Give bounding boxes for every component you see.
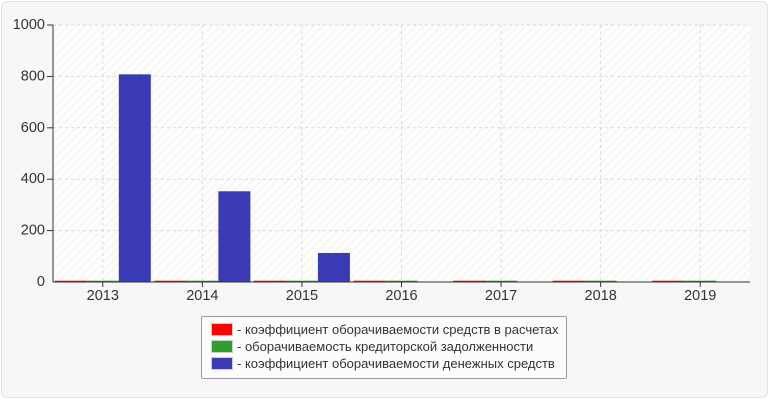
svg-text:2017: 2017 bbox=[485, 288, 517, 304]
svg-text:2018: 2018 bbox=[585, 288, 617, 304]
svg-text:2019: 2019 bbox=[684, 288, 716, 304]
svg-text:2015: 2015 bbox=[286, 288, 318, 304]
svg-text:600: 600 bbox=[21, 120, 45, 136]
svg-text:2014: 2014 bbox=[186, 288, 218, 304]
svg-text:0: 0 bbox=[37, 274, 45, 290]
svg-text:800: 800 bbox=[21, 68, 45, 84]
svg-text:1000: 1000 bbox=[13, 17, 45, 33]
svg-text:200: 200 bbox=[21, 223, 45, 239]
svg-text:400: 400 bbox=[21, 171, 45, 187]
svg-text:2016: 2016 bbox=[385, 288, 417, 304]
svg-text:2013: 2013 bbox=[87, 288, 119, 304]
